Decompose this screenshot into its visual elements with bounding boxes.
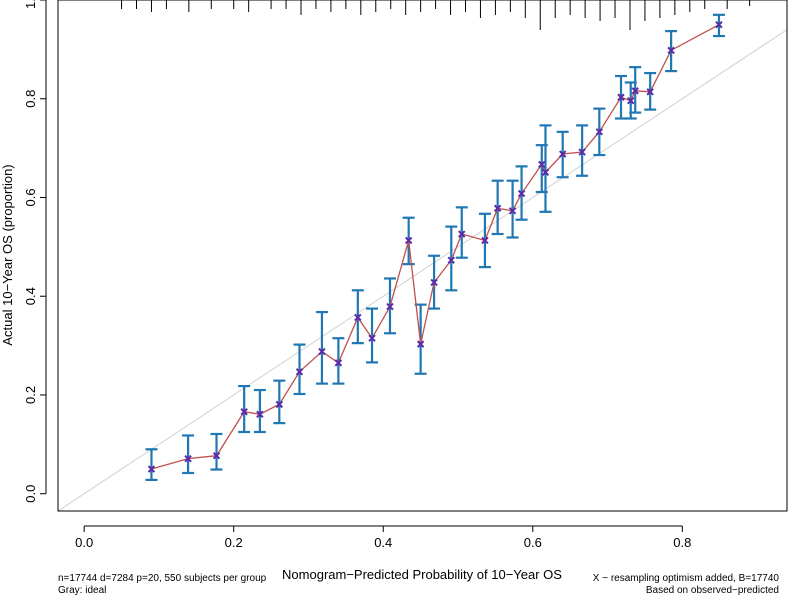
data-point bbox=[538, 160, 546, 169]
y-tick-label: 0.4 bbox=[23, 287, 38, 305]
error-bar bbox=[315, 310, 328, 385]
data-point bbox=[541, 168, 550, 177]
ideal-legend-note: Gray: ideal bbox=[58, 585, 107, 596]
resampling-note: X − resampling optimism added, B=17740 bbox=[592, 573, 779, 584]
error-bar bbox=[332, 337, 345, 385]
data-point bbox=[595, 128, 604, 136]
data-point bbox=[558, 150, 567, 158]
x-tick-label: 0.8 bbox=[673, 535, 691, 550]
data-point bbox=[578, 148, 586, 156]
data-point bbox=[430, 278, 438, 287]
error-bar bbox=[506, 179, 519, 239]
data-point bbox=[508, 207, 517, 215]
error-bar bbox=[366, 307, 379, 364]
data-point bbox=[667, 46, 675, 55]
data-point bbox=[646, 88, 654, 96]
data-point bbox=[318, 347, 326, 356]
data-point bbox=[715, 20, 723, 29]
error-bar bbox=[455, 206, 468, 259]
error-bar bbox=[238, 384, 251, 434]
ideal-line bbox=[57, 29, 788, 512]
error-bar bbox=[576, 124, 589, 177]
data-point bbox=[617, 93, 625, 101]
data-point bbox=[447, 256, 455, 264]
data-point bbox=[404, 236, 413, 245]
error-bar bbox=[210, 432, 223, 471]
error-bar bbox=[273, 379, 286, 425]
plot-frame bbox=[57, 0, 788, 512]
data-point bbox=[368, 334, 376, 342]
method-note: Based on observed−predicted bbox=[645, 585, 779, 596]
y-tick-label: 0.2 bbox=[23, 386, 38, 404]
data-point bbox=[147, 465, 156, 473]
data-point bbox=[416, 340, 425, 348]
error-bar bbox=[293, 343, 306, 396]
data-point bbox=[256, 410, 264, 418]
error-bar bbox=[253, 388, 266, 434]
y-tick-label: 0.0 bbox=[23, 485, 38, 503]
data-point bbox=[240, 408, 248, 416]
error-bar bbox=[145, 448, 158, 481]
error-bar bbox=[539, 124, 552, 213]
data-point bbox=[354, 313, 362, 322]
data-point bbox=[334, 359, 343, 367]
data-point bbox=[517, 189, 526, 198]
data-point bbox=[184, 454, 192, 463]
data-point bbox=[493, 204, 502, 213]
x-axis-label: Nomogram−Predicted Probability of 10−Yea… bbox=[282, 567, 562, 582]
data-point bbox=[295, 368, 304, 376]
x-tick-label: 0.0 bbox=[75, 535, 93, 550]
error-bar bbox=[182, 434, 195, 475]
y-tick-label: 0.8 bbox=[23, 90, 38, 108]
data-point bbox=[627, 97, 635, 105]
sample-size-note: n=17744 d=7284 p=20, 550 subjects per gr… bbox=[58, 573, 267, 584]
x-tick-label: 0.2 bbox=[225, 535, 243, 550]
y-tick-label: 1.0 bbox=[23, 0, 38, 9]
data-point bbox=[386, 302, 394, 311]
data-point bbox=[481, 236, 489, 245]
y-tick-label: 0.6 bbox=[23, 188, 38, 206]
x-tick-label: 0.4 bbox=[374, 535, 392, 550]
calibration-line bbox=[151, 24, 720, 470]
x-tick-label: 0.6 bbox=[524, 535, 542, 550]
data-point bbox=[212, 451, 221, 460]
data-point bbox=[458, 230, 466, 238]
data-point bbox=[631, 87, 639, 95]
y-axis-label: Actual 10−Year OS (proportion) bbox=[0, 164, 15, 345]
data-point bbox=[275, 400, 284, 409]
